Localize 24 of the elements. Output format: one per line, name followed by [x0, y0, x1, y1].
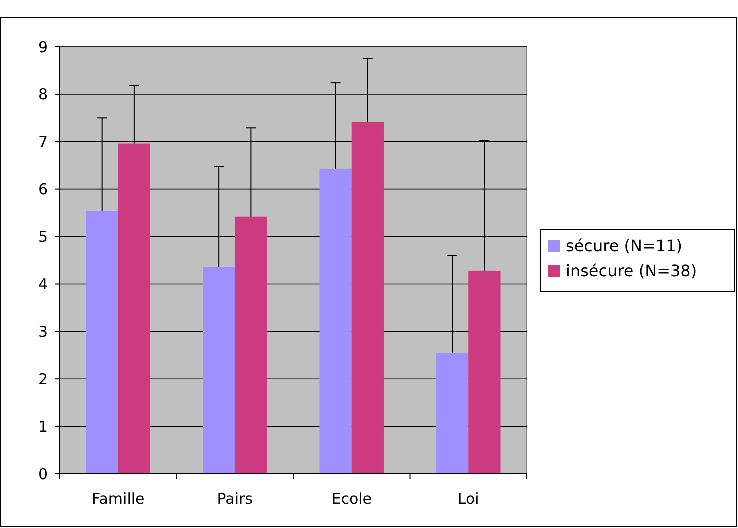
bar — [436, 353, 469, 474]
y-tick-label: 6 — [38, 180, 48, 199]
x-tick-label: Ecole — [332, 490, 372, 508]
bar — [235, 216, 268, 474]
x-tick-label: Pairs — [217, 490, 254, 508]
y-tick-label: 0 — [38, 465, 48, 484]
bar — [320, 168, 352, 474]
bar — [468, 270, 501, 474]
bar — [352, 122, 384, 474]
x-tick-label: Loi — [458, 490, 480, 508]
y-tick-label: 7 — [38, 133, 48, 152]
bar — [118, 144, 150, 474]
y-tick-label: 3 — [38, 322, 48, 341]
bar — [203, 267, 236, 474]
y-tick-label: 2 — [38, 370, 48, 388]
y-tick-label: 4 — [38, 275, 48, 294]
y-tick-label: 9 — [38, 38, 48, 56]
bar — [86, 211, 118, 474]
x-tick-label: Famille — [92, 490, 145, 508]
y-tick-label: 5 — [38, 228, 48, 246]
y-tick-label: 1 — [38, 418, 48, 436]
legend-label: sécure (N=11) — [566, 236, 682, 256]
y-tick-label: 8 — [38, 86, 48, 104]
legend-label: insécure (N=38) — [566, 262, 698, 281]
